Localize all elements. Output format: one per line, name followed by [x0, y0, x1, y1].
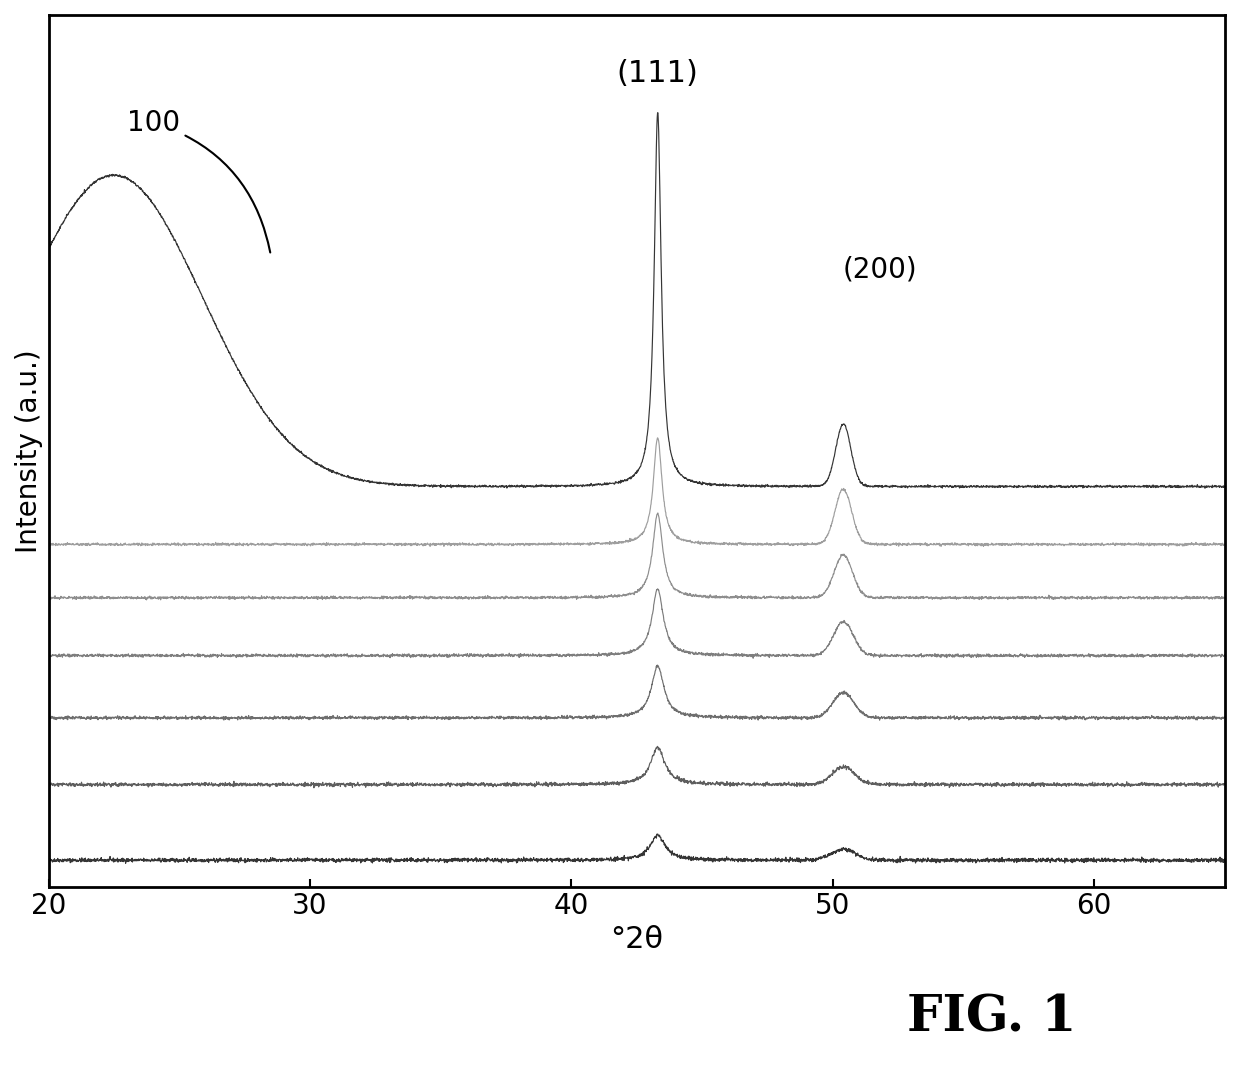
Text: 100: 100	[126, 109, 270, 252]
Text: (111): (111)	[616, 59, 698, 88]
Text: FIG. 1: FIG. 1	[908, 993, 1076, 1043]
Text: (200): (200)	[843, 255, 918, 283]
X-axis label: °2θ: °2θ	[610, 925, 663, 954]
Y-axis label: Intensity (a.u.): Intensity (a.u.)	[15, 349, 43, 553]
